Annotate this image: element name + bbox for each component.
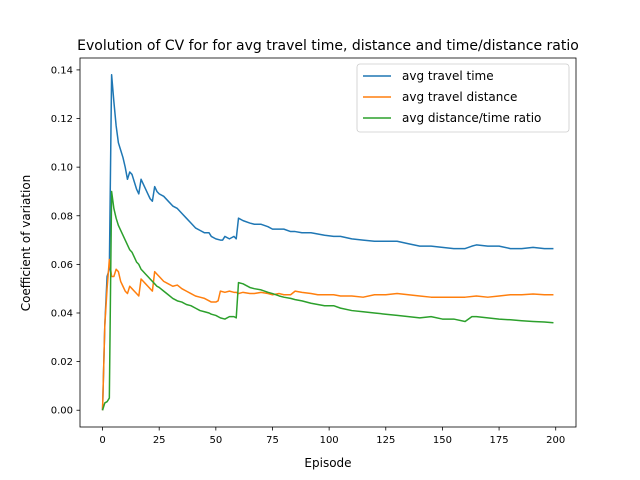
legend: avg travel time avg travel distance avg di… [356,63,570,133]
y-tick-label: 0.02 [51,357,73,368]
y-tick-label: 0.14 [51,65,73,76]
x-tick-label: 75 [266,435,279,446]
x-axis-label: Episode [304,456,351,470]
series-line-2 [101,190,554,411]
x-tick-label: 175 [490,435,509,446]
legend-label-2: avg distance/time ratio [402,111,541,125]
plot-area: 0 25 50 75 100 125 150 175 200 0.00 0.02 0.04 0.06 0.… [51,57,577,446]
legend-label-1: avg travel distance [402,90,517,104]
series-line-0 [101,74,554,411]
y-tick-label: 0.10 [51,163,73,174]
series-line-1 [101,258,554,411]
x-tick-label: 50 [209,435,222,446]
y-tick-label: 0.00 [51,406,73,417]
x-tick-label: 200 [546,435,565,446]
legend-box [356,63,570,133]
y-axis-label: Coefficient of variation [19,175,33,312]
legend-label-0: avg travel time [402,69,494,83]
x-tick-label: 25 [153,435,166,446]
chart-title: Evolution of CV for for avg travel time,… [77,38,579,54]
x-tick-label: 125 [376,435,395,446]
y-tick-label: 0.06 [51,260,73,271]
x-tick-label: 100 [320,435,339,446]
axes-frame [79,57,577,428]
y-tick-label: 0.12 [51,114,73,125]
y-tick-label: 0.08 [51,211,73,222]
x-tick-label: 0 [99,435,105,446]
y-tick-label: 0.04 [51,308,73,319]
x-tick-label: 150 [433,435,452,446]
